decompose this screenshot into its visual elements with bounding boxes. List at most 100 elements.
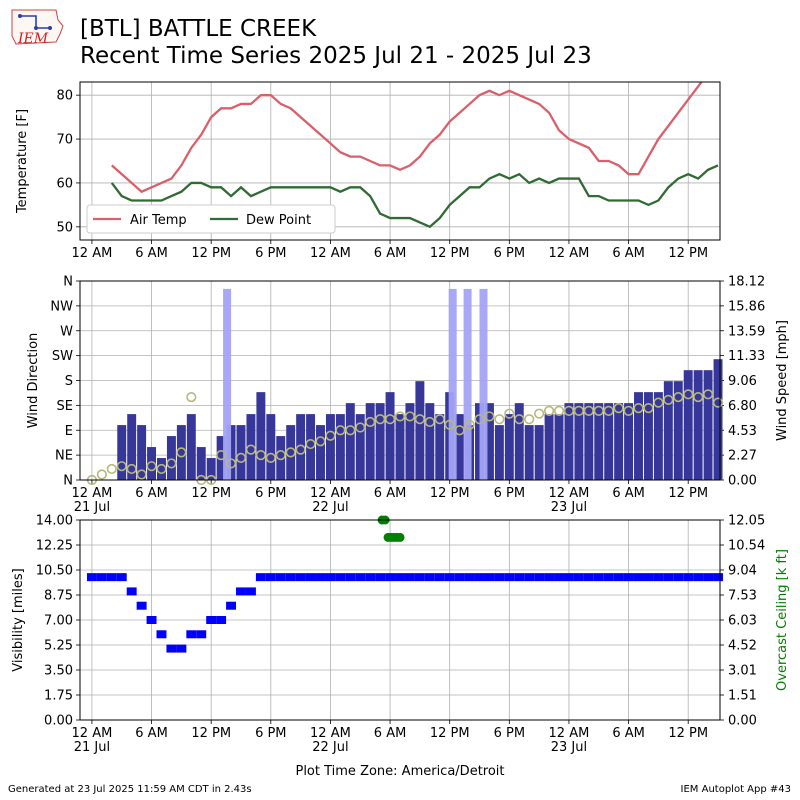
wind-speed-bar <box>127 414 137 480</box>
visibility-point <box>494 573 505 582</box>
visibility-point <box>106 573 117 582</box>
app-note: IEM Autoplot App #43 <box>680 784 791 795</box>
iem-logo: IEM <box>11 9 64 47</box>
x-tick-label: 6 PM <box>494 486 525 501</box>
wind-direction-point <box>504 408 515 419</box>
panel-3-border <box>79 519 721 721</box>
x-tick-label: 12 PM <box>668 486 708 501</box>
wind-speed-bar <box>236 425 246 480</box>
x-tick-label: 6 AM <box>612 486 645 501</box>
x-tick-label: 12 AM <box>549 726 590 741</box>
wind-direction-point <box>673 391 684 403</box>
wind-direction-point <box>573 405 584 417</box>
y-axis-label: Visibility [miles] <box>11 568 26 671</box>
y2-tick-label: 4.52 <box>728 639 757 654</box>
visibility-point <box>176 644 187 653</box>
y-tick-label: 70 <box>56 133 73 148</box>
wind-direction-point <box>305 438 316 450</box>
dew-point-line <box>110 164 719 229</box>
legend-label-air-temp: Air Temp <box>130 213 187 228</box>
y2-tick-label: 4.53 <box>728 424 757 439</box>
y-tick-label: 5.25 <box>44 639 73 654</box>
wind-direction-point <box>623 405 634 417</box>
legend: Air Temp Dew Point <box>86 204 336 234</box>
x-tick-label: 6 AM <box>612 246 645 261</box>
x-date-label: 22 Jul <box>312 500 348 515</box>
x-tick-label: 12 AM <box>310 726 351 741</box>
wind-speed-bar <box>117 425 127 480</box>
x-tick-label: 12 AM <box>72 726 113 741</box>
x-tick-label: 6 AM <box>135 486 168 501</box>
generated-note: Generated at 23 Jul 2025 11:59 AM CDT in… <box>8 784 252 795</box>
y-tick-label: N <box>63 474 73 489</box>
y2-tick-label: 18.12 <box>728 275 765 290</box>
wind-speed-bar <box>713 359 723 480</box>
x-tick-label: 6 AM <box>374 246 407 261</box>
wind-speed-bar <box>365 403 375 480</box>
timezone-label: Plot Time Zone: America/Detroit <box>295 764 505 779</box>
wind-speed-bar <box>663 381 673 480</box>
visibility-point <box>434 573 445 582</box>
wind-speed-bar <box>425 403 435 480</box>
wind-direction-point <box>563 405 575 417</box>
wind-speed-bar <box>643 392 653 480</box>
x-date-label: 21 Jul <box>74 740 110 755</box>
visibility-point <box>613 573 624 582</box>
panel-1-frame: 12 AM 6 AM 12 PM 6 PM 12 AM 6 AM 12 PM 6 PM 12 A… <box>72 82 708 261</box>
x-tick-label: 12 PM <box>191 726 231 741</box>
wind-direction-point <box>603 405 614 417</box>
wind-direction-point <box>255 450 266 461</box>
wind-direction-point <box>295 444 306 455</box>
visibility-point <box>245 587 256 596</box>
wind-direction-point <box>96 469 107 480</box>
visibility-point <box>563 573 574 582</box>
wind-speed-bar <box>673 381 683 480</box>
wind-direction-point <box>345 425 356 436</box>
y2-tick-label: 13.59 <box>728 324 765 339</box>
wind-gust-bar <box>223 288 232 480</box>
wind-speed-bar <box>375 403 385 480</box>
x-tick-label: 6 AM <box>374 486 407 501</box>
air-temp-line <box>111 82 703 194</box>
visibility-point <box>166 644 177 653</box>
x-date-label: 23 Jul <box>551 500 587 515</box>
y-tick-label: 3.50 <box>44 664 73 679</box>
x-tick-label: 6 AM <box>612 726 645 741</box>
page-title: [BTL] BATTLE CREEK <box>80 16 317 42</box>
visibility-point <box>226 601 237 610</box>
wind-direction-point <box>663 394 674 405</box>
y-tick-label: 10.50 <box>36 564 73 579</box>
y2-tick-label: 0.00 <box>728 714 757 729</box>
visibility-point <box>196 630 207 639</box>
y-tick-label: 7.00 <box>44 614 73 629</box>
wind-speed-bar <box>405 403 415 480</box>
wind-direction-point <box>434 414 445 425</box>
y-tick-label: SE <box>57 399 73 414</box>
y2-tick-label: 2.27 <box>728 449 757 464</box>
wind-speed-bar <box>325 414 335 480</box>
x-tick-label: 6 PM <box>255 246 286 261</box>
wind-direction-point <box>116 461 127 472</box>
visibility-point <box>583 573 594 582</box>
wind-direction-point <box>414 414 425 425</box>
visibility-point <box>325 573 336 582</box>
visibility-point <box>275 573 286 582</box>
y-tick-label: S <box>65 374 73 389</box>
x-tick-label: 6 PM <box>255 486 286 501</box>
wind-speed-bar <box>703 370 713 480</box>
wind-speed-bar <box>176 425 186 480</box>
visibility-point <box>633 573 644 582</box>
visibility-point <box>484 573 495 582</box>
visibility-point <box>673 573 684 582</box>
wind-speed-bar <box>335 414 345 480</box>
wind-speed-bar <box>484 403 494 480</box>
x-tick-label: 12 PM <box>191 486 231 501</box>
wind-direction-point <box>265 452 276 463</box>
y-tick-label: 14.00 <box>36 514 73 529</box>
visibility-point <box>593 573 604 582</box>
visibility-point <box>554 573 564 582</box>
x-tick-label: 6 PM <box>255 726 286 741</box>
wind-speed-bar <box>306 414 316 480</box>
wind-speed-bar <box>604 403 614 480</box>
wind-speed-bar <box>624 403 634 480</box>
